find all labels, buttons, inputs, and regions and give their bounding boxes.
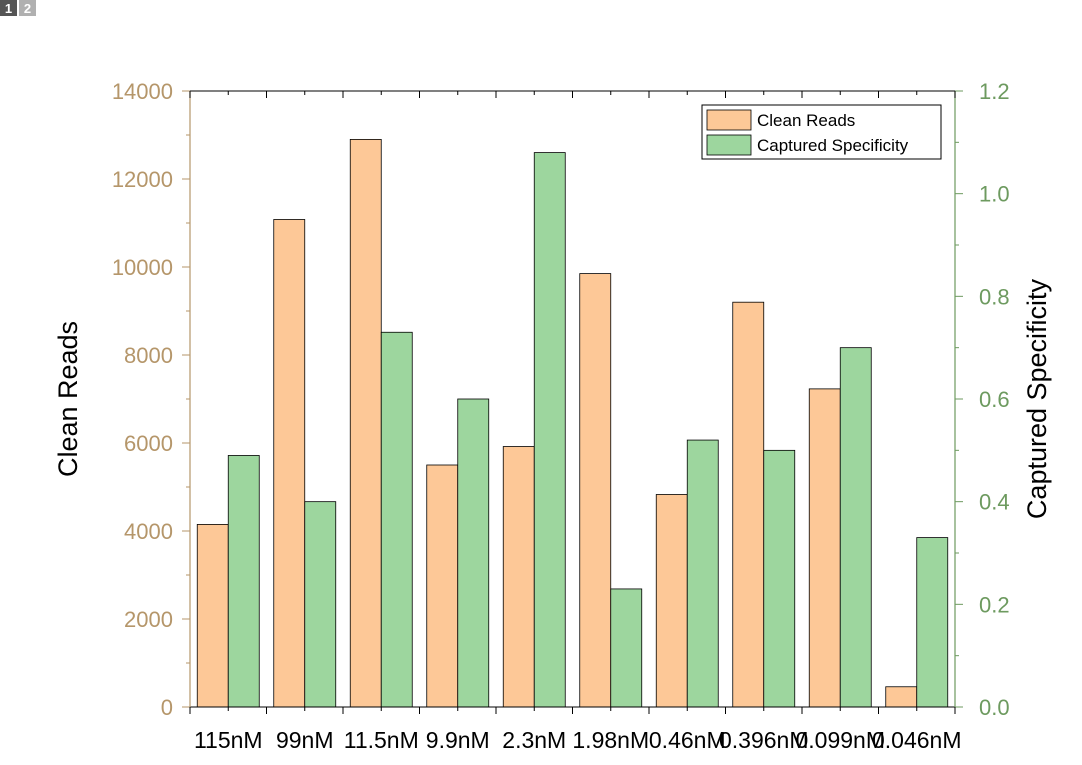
bar-captured-specificity — [686, 439, 719, 708]
y-left-tick-label: 8000 — [124, 343, 173, 368]
bar-clean-reads — [426, 464, 459, 708]
bar-clean-reads — [196, 524, 229, 708]
y-right-tick-label: 0.8 — [979, 284, 1010, 309]
x-tick-label: 11.5nM — [344, 727, 419, 753]
y-right-tick-label: 0.2 — [979, 592, 1010, 617]
bar-captured-specificity — [380, 331, 413, 708]
legend-label: Captured Specificity — [757, 136, 909, 155]
bar-captured-specificity — [227, 455, 260, 708]
bar-clean-reads — [273, 219, 306, 708]
y-left-tick-label: 4000 — [124, 519, 173, 544]
bar-clean-reads — [502, 446, 535, 708]
page-tab-1[interactable]: 1 — [0, 0, 17, 16]
y-left-axis-title: Clean Reads — [53, 321, 83, 477]
y-right-tick-label: 0.0 — [979, 695, 1010, 720]
bar-captured-specificity — [304, 501, 337, 708]
y-left-tick-label: 2000 — [124, 607, 173, 632]
x-tick-label: 0.396nM — [719, 727, 809, 753]
y-right-tick-label: 1.2 — [979, 79, 1010, 104]
bar-clean-reads — [579, 273, 612, 708]
x-tick-label: 9.9nM — [426, 727, 490, 753]
x-tick-label: 99nM — [276, 727, 334, 753]
bar-captured-specificity — [457, 398, 490, 708]
x-tick-label: 2.3nM — [502, 727, 566, 753]
x-tick-label: 0.099nM — [795, 727, 885, 753]
legend-swatch — [706, 134, 752, 156]
bar-captured-specificity — [839, 347, 872, 708]
y-left-tick-label: 14000 — [112, 79, 173, 104]
y-right-axis-title: Captured Specificity — [1022, 278, 1052, 519]
bar-clean-reads — [885, 686, 918, 708]
y-left-tick-label: 12000 — [112, 167, 173, 192]
y-right-tick-label: 0.4 — [979, 490, 1010, 515]
y-right-tick-label: 1.0 — [979, 182, 1010, 207]
y-left-tick-label: 0 — [161, 695, 173, 720]
x-tick-label: 0.046nM — [872, 727, 962, 753]
bar-clean-reads — [349, 138, 382, 708]
bar-captured-specificity — [916, 537, 949, 708]
legend-label: Clean Reads — [757, 111, 855, 130]
bar-clean-reads — [808, 388, 841, 708]
y-left-tick-label: 10000 — [112, 255, 173, 280]
page-tabs: 1 2 — [0, 0, 36, 16]
bar-captured-specificity — [763, 449, 796, 708]
bar-clean-reads — [732, 301, 765, 708]
page-tab-2[interactable]: 2 — [19, 0, 36, 16]
y-right-tick-label: 0.6 — [979, 387, 1010, 412]
bar-captured-specificity — [533, 152, 566, 708]
x-tick-label: 1.98nM — [572, 727, 649, 753]
x-tick-label: 0.46nM — [649, 727, 726, 753]
bar-clean-reads — [655, 494, 688, 708]
bar-captured-specificity — [610, 588, 643, 708]
y-left-tick-label: 6000 — [124, 431, 173, 456]
x-tick-label: 115nM — [194, 727, 263, 753]
legend-swatch — [706, 109, 752, 131]
